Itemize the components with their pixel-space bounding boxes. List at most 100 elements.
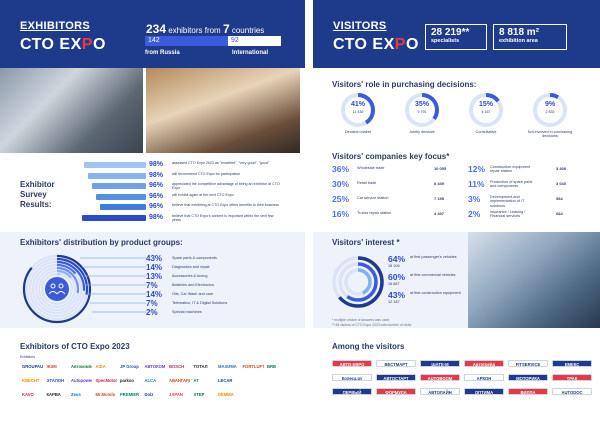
survey-title-line: Results: xyxy=(20,200,52,209)
donut-arc xyxy=(34,266,80,312)
survey-percent: 96% xyxy=(149,192,164,200)
exhibitor-logo: КАРВА xyxy=(46,392,61,397)
survey-bar xyxy=(100,204,146,210)
exhibitor-logo: ALCA xyxy=(144,378,157,383)
focus-label: Production of spare parts and components xyxy=(490,180,533,189)
distribution-label: Batteries and Electronics xyxy=(172,283,214,287)
role-donut xyxy=(533,93,567,127)
visitor-logo: АВТОСТАРТ xyxy=(376,374,416,381)
focus-value: 3 040 xyxy=(556,181,567,186)
role-label: Decision maker xyxy=(344,130,372,134)
distribution-percent: 7% xyxy=(146,281,158,290)
distribution-percent: 13% xyxy=(146,272,163,281)
focus-label: Construction equipment repair station xyxy=(490,165,531,174)
exhibitor-logo: BRB xyxy=(267,364,277,369)
role-chart xyxy=(404,92,440,128)
exhibition-photo-1 xyxy=(0,68,143,153)
interest-arc xyxy=(338,262,378,302)
focus-percent: 25% xyxy=(332,194,350,204)
survey-text: will exhibit again at the next CTO Expo xyxy=(172,192,234,197)
donut-arc xyxy=(40,272,74,306)
focus-percent: 12% xyxy=(468,164,486,174)
survey-text: will recommend CTO Expo for participatio… xyxy=(172,171,241,176)
distribution-percent: 2% xyxy=(146,308,158,317)
footnote-1: * multiple choice of answers was used xyxy=(332,318,390,322)
area-label: exhibition area xyxy=(499,38,538,44)
donut-arc xyxy=(22,254,92,324)
role-count: 11 436 xyxy=(352,110,364,114)
survey-bar xyxy=(84,162,146,168)
logo-accent: P xyxy=(81,36,93,53)
russia-segment: 142 xyxy=(145,36,228,46)
visitor-logo: МОТОРИКА xyxy=(508,374,548,381)
interest-label: at first construction equipment xyxy=(410,291,461,295)
role-donut xyxy=(469,93,503,127)
focus-percent: 11% xyxy=(468,179,485,189)
international-segment: 92 xyxy=(231,37,239,44)
survey-title-line: Survey xyxy=(20,190,47,199)
exhibitor-logos-title: Exhibitors of CTO Expo 2023 xyxy=(20,342,130,351)
donut-arc xyxy=(37,269,77,309)
exhibitor-logo: МАХИМА xyxy=(218,364,237,369)
survey-text: assessed CTO Expo 2023 as "excellent", "… xyxy=(172,161,270,165)
focus-value: 8 439 xyxy=(434,181,445,186)
focus-percent: 30% xyxy=(332,179,350,189)
exhibitor-logo: PREMIER xyxy=(120,392,140,397)
interest-title: Visitors' interest * xyxy=(332,238,400,247)
survey-bar xyxy=(88,172,146,179)
distribution-title: Exhibitors' distribution by product grou… xyxy=(20,238,183,247)
distribution-connectors xyxy=(80,257,146,313)
exhibitor-logo: parkoo xyxy=(120,378,134,383)
role-count: 4 167 xyxy=(481,110,491,114)
role-chart xyxy=(340,92,376,128)
distribution-percent: 14% xyxy=(146,290,163,299)
exhibition-photo-3 xyxy=(468,232,600,328)
interest-count: 18 106 xyxy=(388,264,400,268)
specialists-stat: 28 219** specialists xyxy=(425,24,487,50)
exhibitor-logos-subtitle: Exhibitors xyxy=(20,355,35,359)
interest-arc xyxy=(344,268,372,296)
exhibitors-header: EXHIBITORS СТО ЕХPO 234 exhibitors from … xyxy=(0,0,305,68)
exhibitor-logo: ТОТАЛ xyxy=(193,364,208,369)
exhibitor-logo: ЭТАЛОН xyxy=(46,378,65,383)
focus-percent: 2% xyxy=(468,209,481,219)
distribution-label: Special machines xyxy=(172,310,202,314)
focus-label: Trucks repair station xyxy=(357,211,392,215)
people-icon xyxy=(48,283,66,295)
exhibitor-logo: KAVO xyxy=(22,392,34,397)
focus-percent: 3% xyxy=(468,194,481,204)
role-donut xyxy=(341,93,375,127)
donut-arc xyxy=(31,263,83,315)
distribution-percent: 14% xyxy=(146,263,163,272)
donut-arc xyxy=(28,260,86,318)
exhibitor-count: 234 exhibitors from 7 countries xyxy=(146,22,264,36)
visitor-logo: ПЕРВЫЙ xyxy=(332,388,372,395)
logo-end: O xyxy=(92,36,106,53)
visitor-logo: ТРАК xyxy=(552,374,592,381)
people-icon-bg xyxy=(45,277,69,301)
exhibitor-logo: KNECHT xyxy=(22,378,40,383)
logo-end: O xyxy=(405,36,419,53)
visitor-logo: FITSERVICE xyxy=(508,360,548,367)
focus-value: 3 408 xyxy=(556,166,567,171)
focus-percent: 36% xyxy=(332,164,350,174)
interest-count: 12 187 xyxy=(388,300,400,304)
country-count-number: 7 xyxy=(222,22,230,36)
role-arc xyxy=(341,93,375,127)
role-label: Consultative xyxy=(475,130,497,134)
exhibitor-logo: АВТОКОМ xyxy=(144,364,166,369)
visitor-logo: АВТОЛАЙН xyxy=(420,388,460,395)
role-label: Not involved in purchasing decisions xyxy=(527,130,573,139)
cto-expo-logo: СТО ЕХPO xyxy=(20,36,106,54)
focus-label: Insurance / Leasing / Financial services xyxy=(490,210,526,219)
distribution-label: Accessories & tuning xyxy=(172,274,208,278)
exhibitor-logo: АТ xyxy=(193,378,199,383)
focus-value: 684 xyxy=(556,211,563,216)
role-count: 2 835 xyxy=(545,110,555,114)
interest-arc xyxy=(332,256,384,308)
interest-percent: 60% xyxy=(388,272,406,282)
survey-percent: 98% xyxy=(149,161,164,168)
exhibitor-count-number: 234 xyxy=(146,22,167,36)
international-label: International xyxy=(232,50,269,56)
survey-title: Exhibitor Survey Results: xyxy=(20,180,55,210)
